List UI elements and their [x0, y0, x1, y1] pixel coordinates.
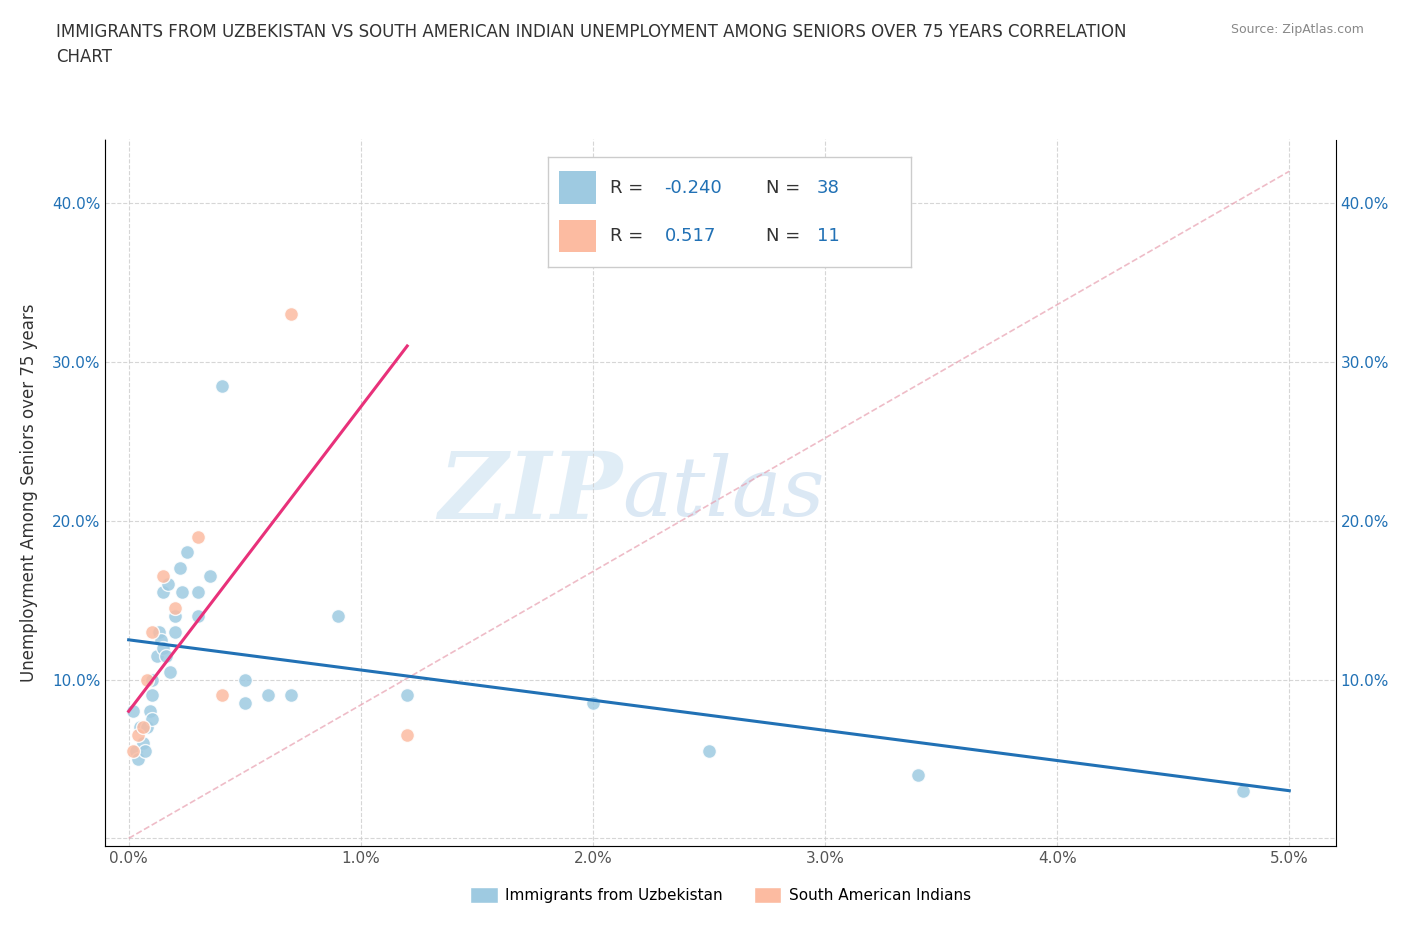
Point [131, 736, 153, 751]
Point [582, 696, 605, 711]
Point [326, 608, 349, 623]
Point [697, 744, 720, 759]
Point [170, 585, 193, 600]
Point [907, 767, 929, 782]
Point [141, 672, 163, 687]
Point [157, 577, 180, 591]
Point [141, 711, 163, 726]
Point [124, 744, 146, 759]
Legend: Immigrants from Uzbekistan, South American Indians: Immigrants from Uzbekistan, South Americ… [464, 881, 977, 910]
Point [165, 608, 187, 623]
Point [141, 624, 163, 639]
Point [198, 569, 221, 584]
Point [152, 569, 174, 584]
Point [211, 379, 233, 393]
Point [141, 688, 163, 703]
Point [152, 585, 174, 600]
Point [136, 672, 159, 687]
Y-axis label: Unemployment Among Seniors over 75 years: Unemployment Among Seniors over 75 years [20, 304, 38, 682]
Point [187, 529, 209, 544]
Point [122, 744, 145, 759]
Point [396, 727, 419, 742]
Point [280, 307, 302, 322]
Point [165, 601, 187, 616]
Point [280, 688, 302, 703]
Point [159, 664, 181, 679]
Point [150, 632, 173, 647]
Text: Source: ZipAtlas.com: Source: ZipAtlas.com [1230, 23, 1364, 36]
Point [1232, 783, 1254, 798]
Point [257, 688, 280, 703]
Point [165, 624, 187, 639]
Point [122, 704, 145, 719]
Point [233, 696, 256, 711]
Point [134, 744, 156, 759]
Point [129, 720, 152, 735]
Point [127, 751, 149, 766]
Point [233, 672, 256, 687]
Point [187, 585, 209, 600]
Text: IMMIGRANTS FROM UZBEKISTAN VS SOUTH AMERICAN INDIAN UNEMPLOYMENT AMONG SENIORS O: IMMIGRANTS FROM UZBEKISTAN VS SOUTH AMER… [56, 23, 1126, 41]
Point [138, 704, 160, 719]
Point [155, 648, 177, 663]
Point [187, 608, 209, 623]
Point [148, 624, 170, 639]
Point [145, 648, 167, 663]
Point [127, 727, 149, 742]
Point [131, 720, 153, 735]
Text: CHART: CHART [56, 48, 112, 66]
Text: ZIP: ZIP [437, 448, 621, 538]
Point [396, 688, 419, 703]
Point [211, 688, 233, 703]
Point [152, 641, 174, 656]
Point [176, 545, 198, 560]
Text: atlas: atlas [621, 453, 824, 533]
Point [169, 561, 191, 576]
Point [136, 720, 159, 735]
